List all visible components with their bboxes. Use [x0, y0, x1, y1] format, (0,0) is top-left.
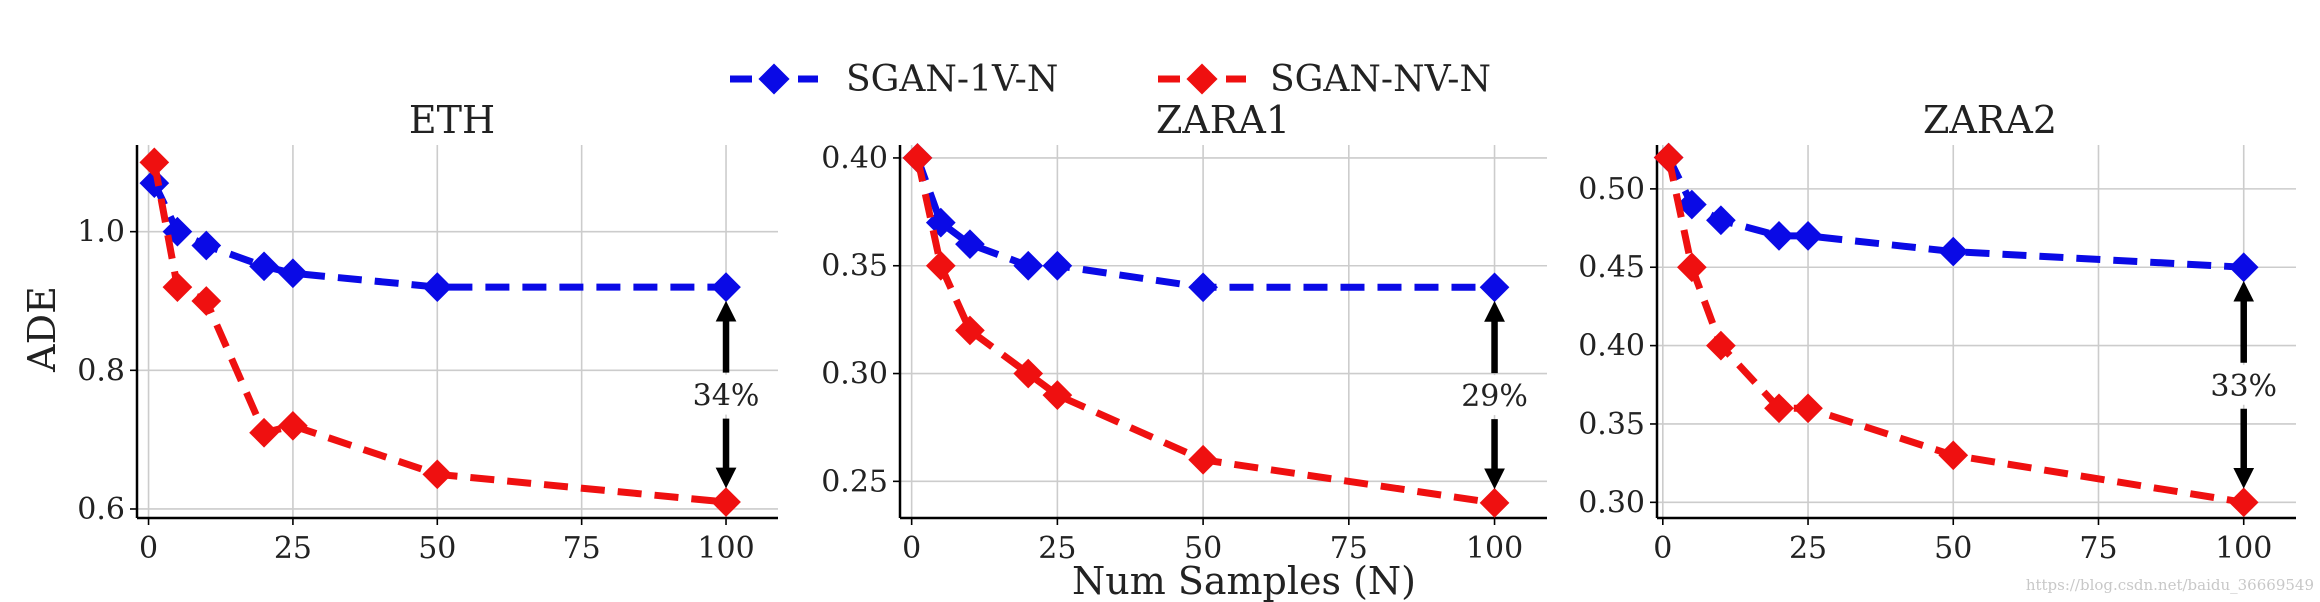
- data-point-sgan-nv-n: [902, 143, 933, 173]
- y-tick-label: 0.30: [1578, 485, 1645, 520]
- x-tick-label: 50: [1934, 531, 1972, 566]
- improvement-label: 29%: [1461, 379, 1528, 414]
- plot-area-zara1: 0.25 0.30 0.35 0.40 0 25 50 75 100 29%: [821, 141, 1547, 566]
- panel-zara2: ZARA2 0.30 0.35 0.40 0.45 0.50 0 25 50 75 100 33%: [1578, 98, 2296, 566]
- y-tick-label: 0.35: [1578, 407, 1645, 442]
- data-point-sgan-nv-n: [2228, 487, 2259, 518]
- improvement-label: 34%: [693, 379, 760, 414]
- data-point-sgan-1v-n: [1042, 250, 1073, 281]
- data-point-sgan-nv-n: [711, 487, 741, 517]
- panel-zara1: ZARA1 0.25 0.30 0.35 0.40 0 25 50 75 100 29%: [821, 98, 1547, 566]
- data-point-sgan-1v-n: [249, 251, 279, 282]
- data-point-sgan-1v-n: [1706, 205, 1736, 236]
- data-point-sgan-nv-n: [278, 410, 308, 441]
- x-axis-label: Num Samples (N): [1072, 559, 1416, 602]
- data-point-sgan-1v-n: [1479, 272, 1510, 303]
- data-point-sgan-1v-n: [422, 272, 453, 302]
- data-point-sgan-1v-n: [139, 168, 170, 198]
- watermark: https://blog.csdn.net/baidu_36669549: [2026, 576, 2314, 594]
- data-point-sgan-1v-n: [1764, 221, 1794, 251]
- series-line-sgan-1v-n: [914, 156, 1495, 291]
- data-point-sgan-nv-n: [191, 286, 222, 316]
- x-tick-label: 50: [418, 531, 456, 566]
- x-tick-label: 50: [1184, 531, 1222, 566]
- y-tick-label: 0.8: [77, 353, 125, 388]
- y-tick-label: 0.25: [821, 464, 888, 499]
- x-tick-label: 0: [1653, 531, 1672, 566]
- series-line-sgan-1v-n: [151, 181, 727, 291]
- x-tick-label: 0: [139, 531, 158, 566]
- data-point-sgan-nv-n: [422, 459, 453, 490]
- x-tick-label: 75: [563, 531, 601, 566]
- data-point-sgan-1v-n: [2228, 252, 2259, 283]
- y-tick-label: 0.50: [1578, 172, 1645, 207]
- data-point-sgan-nv-n: [1188, 444, 1218, 475]
- legend-item-sgan-nv-n: SGAN-NV-N: [1158, 59, 1491, 100]
- x-tick-label: 25: [1038, 531, 1076, 566]
- y-tick-label: 0.35: [821, 249, 888, 284]
- data-point-sgan-nv-n: [1793, 393, 1823, 424]
- y-tick-label: 0.30: [821, 357, 888, 392]
- data-point-sgan-1v-n: [191, 230, 222, 261]
- data-point-sgan-nv-n: [1479, 488, 1510, 518]
- legend-marker-sgan-1v-n: [758, 63, 790, 95]
- panel-title-zara1: ZARA1: [1156, 98, 1290, 142]
- annotation-label-bg: [692, 374, 761, 415]
- legend-marker-sgan-nv-n: [1186, 63, 1218, 95]
- data-point-sgan-nv-n: [162, 272, 193, 302]
- y-tick-label: 0.40: [1578, 329, 1645, 364]
- x-tick-label: 100: [1466, 531, 1523, 566]
- legend-item-sgan-1v-n: SGAN-1V-N: [730, 59, 1058, 100]
- x-tick-label: 75: [1330, 531, 1368, 566]
- data-point-sgan-nv-n: [1653, 142, 1684, 173]
- annotation-label-bg: [1460, 375, 1529, 416]
- y-tick-label: 0.40: [821, 141, 888, 176]
- x-tick-label: 25: [1789, 531, 1827, 566]
- panel-title-zara2: ZARA2: [1923, 98, 2057, 142]
- data-point-sgan-1v-n: [711, 272, 741, 302]
- x-tick-label: 100: [2215, 531, 2272, 566]
- series-line-sgan-nv-n: [150, 161, 727, 506]
- data-point-sgan-1v-n: [1677, 189, 1707, 220]
- data-point-sgan-nv-n: [1677, 252, 1707, 283]
- x-tick-label: 0: [902, 531, 921, 566]
- legend-label-sgan-nv-n: SGAN-NV-N: [1270, 59, 1491, 100]
- data-point-sgan-nv-n: [1764, 393, 1794, 424]
- data-point-sgan-1v-n: [278, 258, 308, 289]
- data-point-sgan-1v-n: [1013, 250, 1044, 281]
- improvement-label: 33%: [2210, 369, 2277, 404]
- plot-area-zara2: 0.30 0.35 0.40 0.45 0.50 0 25 50 75 100 33%: [1578, 142, 2296, 566]
- data-point-sgan-nv-n: [1042, 380, 1073, 410]
- x-tick-label: 100: [697, 531, 754, 566]
- data-point-sgan-nv-n: [1938, 440, 1969, 471]
- y-tick-label: 1.0: [77, 215, 125, 250]
- x-tick-label: 75: [2079, 531, 2117, 566]
- legend-label-sgan-1v-n: SGAN-1V-N: [846, 59, 1058, 100]
- annotation-label-bg: [2209, 364, 2278, 405]
- data-point-sgan-nv-n: [1706, 330, 1736, 361]
- y-axis-label: ADE: [20, 286, 64, 373]
- data-point-sgan-1v-n: [1938, 236, 1969, 267]
- panel-title-eth: ETH: [409, 98, 495, 142]
- plot-area-eth: 0.6 0.8 1.0 0 25 50 75 100 34%: [77, 145, 778, 566]
- data-point-sgan-nv-n: [925, 250, 956, 281]
- panel-eth: ETH 0.6 0.8 1.0 0 25 50 75 100 34%: [77, 98, 778, 566]
- legend: SGAN-1V-N SGAN-NV-N: [730, 59, 1491, 100]
- data-point-sgan-nv-n: [1013, 358, 1044, 389]
- data-point-sgan-nv-n: [249, 417, 279, 448]
- x-tick-label: 25: [274, 531, 312, 566]
- data-point-sgan-nv-n: [955, 315, 985, 346]
- y-tick-label: 0.45: [1578, 250, 1645, 285]
- data-point-sgan-1v-n: [1793, 221, 1823, 251]
- y-tick-label: 0.6: [77, 492, 125, 527]
- data-point-sgan-nv-n: [139, 147, 170, 178]
- data-point-sgan-1v-n: [955, 229, 985, 260]
- data-point-sgan-1v-n: [1188, 272, 1218, 303]
